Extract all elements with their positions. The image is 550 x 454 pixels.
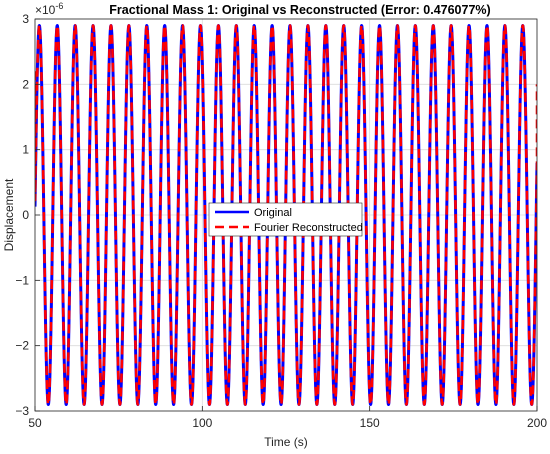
y-tick-label: 2 (22, 77, 29, 91)
y-axis-label: Displacement (2, 178, 16, 251)
x-tick-label: 150 (360, 416, 380, 430)
y-tick-label: 0 (22, 208, 29, 222)
y-tick-label: −3 (15, 404, 29, 418)
y-tick-label: −2 (15, 339, 29, 353)
y-axis-multiplier: ×10-6 (35, 1, 63, 17)
ticks (34, 18, 538, 412)
legend: Original Fourier Reconstructed (208, 202, 363, 237)
x-tick-label: 100 (192, 416, 212, 430)
y-tick-label: 3 (22, 12, 29, 26)
series-line-reconstructed (35, 24, 537, 406)
legend-label-original: Original (254, 207, 292, 219)
chart-title: Fractional Mass 1: Original vs Reconstru… (109, 3, 490, 17)
y-tick-label: 1 (22, 143, 29, 157)
x-tick-label: 200 (527, 416, 547, 430)
y-tick-label: −1 (15, 273, 29, 287)
tick-labels: 50 100 150 200 −3 −2 −1 0 1 2 3 (15, 12, 547, 430)
x-axis-label: Time (s) (264, 435, 308, 449)
series-layer (35, 24, 537, 406)
legend-label-reconstructed: Fourier Reconstructed (254, 222, 363, 234)
legend-box (208, 202, 363, 237)
x-tick-label: 50 (28, 416, 42, 430)
